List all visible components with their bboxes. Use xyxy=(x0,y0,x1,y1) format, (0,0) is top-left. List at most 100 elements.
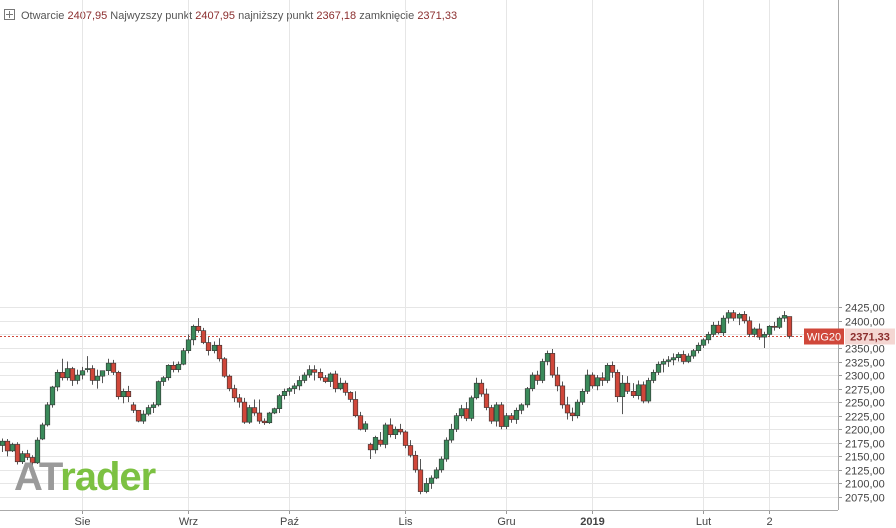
x-tick-label: 2019 xyxy=(580,516,604,528)
candle xyxy=(185,334,192,354)
candle-body xyxy=(205,342,212,351)
candle-body xyxy=(554,374,561,387)
candle-body xyxy=(438,458,445,471)
candle xyxy=(34,437,41,464)
candle xyxy=(609,361,616,378)
candle xyxy=(534,370,541,385)
close-label: zamknięcie xyxy=(359,10,415,22)
candle-body xyxy=(387,424,394,435)
candle-body xyxy=(64,368,71,379)
candle-body xyxy=(24,453,31,458)
x-tick-label: Lis xyxy=(398,516,413,528)
y-tick-label: 2425,00 xyxy=(845,303,885,315)
candle xyxy=(266,411,273,424)
candle xyxy=(473,377,480,400)
candle-body xyxy=(710,324,717,335)
candle xyxy=(165,364,172,381)
candle xyxy=(246,404,253,424)
candle-body xyxy=(74,374,81,381)
candle xyxy=(4,439,11,457)
last-value-label: 2371,33 xyxy=(850,332,890,344)
candle xyxy=(710,321,717,338)
candle xyxy=(458,404,465,419)
candle-body xyxy=(478,382,485,395)
candle xyxy=(443,437,450,462)
candle xyxy=(205,337,212,356)
candle-body xyxy=(261,420,268,424)
candle-body xyxy=(311,369,318,373)
candle xyxy=(720,315,727,337)
candle-body xyxy=(746,320,753,335)
candle xyxy=(569,407,576,422)
candle-body xyxy=(468,397,475,419)
instrument-tag: WIG20 2371,33 xyxy=(804,328,895,345)
candle-body xyxy=(584,374,591,392)
candle-body xyxy=(44,404,51,426)
candle-body xyxy=(766,325,773,335)
candle-body xyxy=(160,377,167,382)
y-tick-label: 2175,00 xyxy=(845,439,885,451)
candle-body xyxy=(579,391,586,403)
candle-body xyxy=(49,386,56,406)
candle xyxy=(448,423,455,443)
candle xyxy=(619,375,626,415)
candle xyxy=(357,411,364,431)
candle-body xyxy=(524,388,531,406)
candle xyxy=(372,435,379,454)
candle-body xyxy=(473,382,480,399)
candle xyxy=(468,395,475,422)
expand-plus-icon[interactable] xyxy=(4,9,15,20)
candle-body xyxy=(367,444,374,451)
candle xyxy=(433,467,440,480)
candle-body xyxy=(256,412,263,422)
candle xyxy=(332,370,339,393)
candle xyxy=(407,440,414,458)
candle xyxy=(705,331,712,344)
candle xyxy=(746,316,753,338)
candle xyxy=(311,365,318,381)
candle xyxy=(478,379,485,397)
candle-body xyxy=(665,359,672,362)
candle-body xyxy=(725,312,732,319)
candle-body xyxy=(342,382,349,393)
candle xyxy=(650,369,657,384)
candle xyxy=(397,423,404,435)
candle-body xyxy=(377,439,384,445)
candle xyxy=(725,310,732,324)
candle-body xyxy=(503,415,510,427)
candle xyxy=(584,369,591,395)
candle xyxy=(751,327,758,338)
candle xyxy=(94,369,101,389)
candle xyxy=(322,375,329,384)
candle-body xyxy=(624,382,631,392)
candle xyxy=(105,358,112,376)
candle xyxy=(9,442,16,453)
candle xyxy=(317,368,324,381)
candle-body xyxy=(518,404,525,411)
candle xyxy=(776,316,783,329)
candle-body xyxy=(190,325,197,341)
candle xyxy=(69,366,76,386)
candle-body xyxy=(165,364,172,379)
candle-body xyxy=(135,409,142,422)
y-tick-label: 2325,00 xyxy=(845,358,885,370)
candle-body xyxy=(635,384,642,396)
candle-body xyxy=(781,315,788,319)
candle xyxy=(387,418,394,438)
candle-body xyxy=(241,401,248,423)
candle-body xyxy=(771,325,778,328)
candle-body xyxy=(594,377,601,387)
candle-body xyxy=(14,444,21,463)
candle-body xyxy=(59,372,66,379)
candle-body xyxy=(382,424,389,445)
candle-body xyxy=(604,364,611,381)
candle-body xyxy=(140,413,147,422)
candle xyxy=(39,422,46,441)
candle-body xyxy=(660,361,667,365)
candle xyxy=(402,430,409,449)
candle-body xyxy=(715,324,722,334)
candle xyxy=(221,357,228,378)
close-value: 2371,33 xyxy=(417,10,458,22)
candle-body xyxy=(513,409,520,420)
